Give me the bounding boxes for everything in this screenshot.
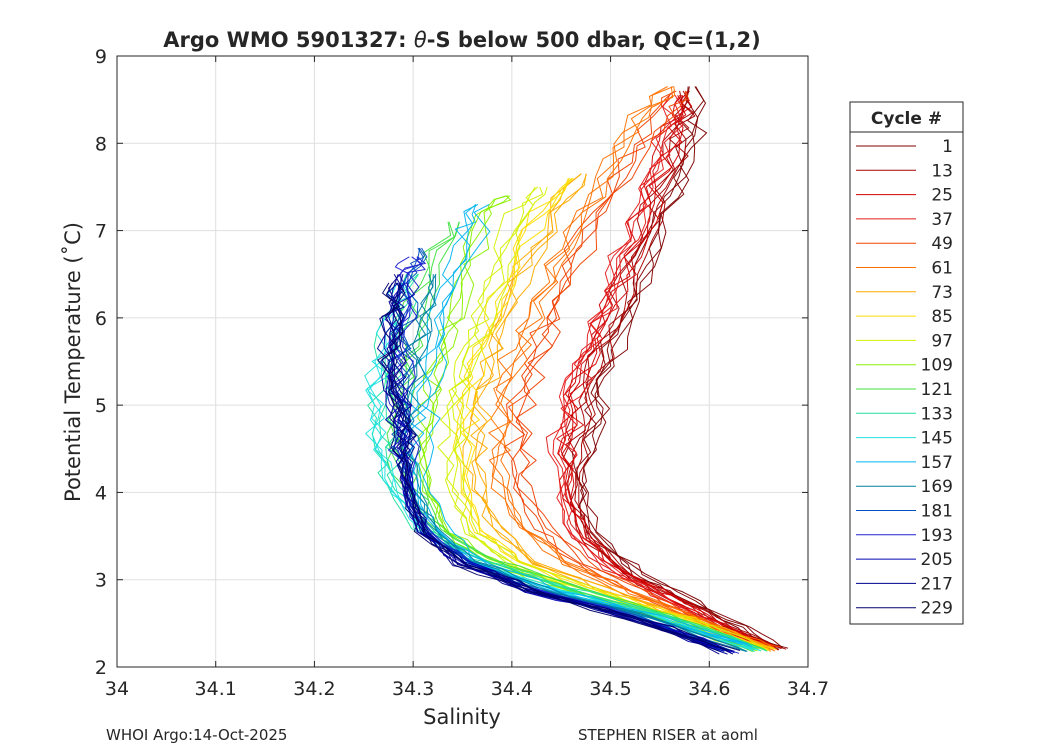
x-tick-label: 34.1	[195, 678, 237, 700]
series-line	[491, 86, 776, 650]
series-line	[561, 94, 768, 647]
legend: Cycle #1 13 25 37 49 61 73 85 97 109 121 133 145 157 1…	[849, 101, 964, 625]
series-61	[488, 86, 776, 652]
legend-label: 1	[942, 137, 953, 157]
y-axis-label: Potential Temperature (˚C)	[61, 222, 85, 502]
legend-label: 61	[931, 259, 953, 279]
x-tick-label: 34.3	[392, 678, 434, 700]
axes-box	[116, 55, 809, 668]
series-49	[503, 90, 780, 649]
series-line	[495, 86, 776, 652]
series-line	[581, 86, 789, 649]
series-line	[455, 178, 770, 650]
series-line	[377, 273, 720, 655]
y-tick-label: 4	[95, 482, 107, 504]
legend-label: 25	[931, 186, 953, 206]
legend-title: Cycle #	[871, 109, 942, 129]
series-line	[556, 95, 773, 648]
legend-label: 85	[931, 307, 953, 327]
legend-box	[849, 101, 964, 625]
y-tick-label: 7	[95, 221, 107, 243]
series-line	[460, 177, 777, 650]
series-line	[418, 195, 758, 652]
legend-label: 229	[921, 599, 953, 619]
series-line	[404, 274, 747, 652]
y-tick-label: 5	[95, 395, 107, 417]
series-line	[558, 95, 770, 649]
x-tick-label: 34.7	[787, 678, 829, 700]
series-line	[470, 173, 772, 652]
series-line	[565, 90, 770, 649]
y-tick-label: 9	[95, 46, 107, 68]
legend-label: 181	[921, 502, 953, 522]
legend-label: 145	[921, 429, 953, 449]
legend-label: 133	[921, 404, 953, 424]
legend-label: 121	[921, 380, 953, 400]
legend-label: 37	[931, 210, 953, 230]
footer-right: STEPHEN RISER at aoml	[578, 726, 758, 744]
legend-label: 73	[931, 283, 953, 303]
y-tick-label: 2	[95, 657, 107, 679]
series-line	[490, 86, 774, 650]
x-tick-label: 34.2	[293, 678, 335, 700]
legend-label: 205	[921, 550, 953, 570]
footer-left: WHOI Argo:14-Oct-2025	[106, 726, 287, 744]
y-tick-label: 6	[95, 308, 107, 330]
x-tick-label: 34.6	[688, 678, 730, 700]
legend-label: 49	[931, 234, 953, 254]
legend-label: 157	[921, 453, 953, 473]
x-tick-label: 34.4	[491, 678, 533, 700]
x-tick-label: 34.5	[589, 678, 631, 700]
x-axis-label: Salinity	[423, 705, 501, 729]
legend-label: 109	[921, 356, 953, 376]
series-line	[385, 273, 762, 652]
series-line	[558, 95, 764, 649]
series-line	[381, 282, 729, 651]
chart-title: Argo WMO 5901327: θ-S below 500 dbar, QC…	[163, 28, 760, 52]
series-229	[377, 282, 741, 652]
series-37	[545, 94, 773, 649]
y-tick-label: 8	[95, 133, 107, 155]
series-line	[580, 86, 784, 649]
legend-label: 217	[921, 574, 953, 594]
series-line	[515, 90, 779, 648]
legend-label: 97	[931, 331, 953, 351]
series-line	[402, 204, 744, 644]
legend-label: 193	[921, 526, 953, 546]
legend-label: 13	[931, 161, 953, 181]
series-line	[488, 86, 771, 651]
legend-label: 169	[921, 477, 953, 497]
series-line	[515, 90, 780, 648]
series-line	[576, 86, 780, 650]
x-tick-label: 34	[105, 678, 129, 700]
y-tick-label: 3	[95, 570, 107, 592]
